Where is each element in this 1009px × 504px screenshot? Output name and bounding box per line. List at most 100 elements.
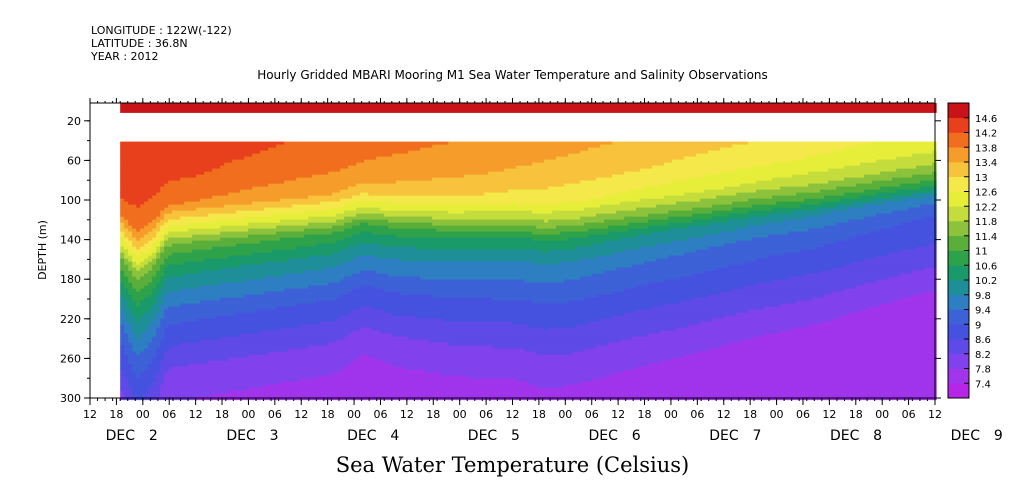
heat-cell [212, 358, 217, 362]
heat-cell [260, 163, 265, 167]
heat-cell [288, 214, 293, 218]
heat-cell [136, 235, 141, 239]
heat-cell [192, 211, 197, 215]
heat-cell [300, 349, 305, 353]
heat-cell [124, 190, 129, 194]
heat-cell [204, 352, 209, 356]
heat-cell [128, 346, 133, 350]
heat-cell [256, 352, 261, 356]
heat-cell [252, 187, 257, 191]
heat-cell [252, 349, 257, 353]
heat-cell [176, 361, 181, 365]
heat-cell [248, 343, 253, 347]
heat-cell [188, 247, 193, 251]
heat-cell [260, 265, 265, 269]
heat-cell [292, 265, 297, 269]
heat-cell [140, 376, 145, 380]
heat-cell [264, 202, 269, 206]
heat-cell [304, 175, 309, 179]
heat-cell [228, 352, 233, 356]
heat-cell [124, 289, 129, 293]
heat-cell [200, 172, 205, 176]
heat-cell [204, 265, 209, 269]
heat-cell [304, 145, 309, 149]
heat-cell [120, 145, 125, 149]
heat-cell [168, 220, 173, 224]
heat-cell [172, 265, 177, 269]
heat-cell [292, 328, 297, 332]
heat-cell [344, 166, 349, 170]
heat-cell [132, 358, 137, 362]
heat-cell [196, 265, 201, 269]
heat-cell [228, 298, 233, 302]
heat-cell [224, 226, 229, 230]
heat-cell [196, 220, 201, 224]
heat-cell [172, 232, 177, 236]
heat-cell [184, 307, 189, 311]
heat-cell [144, 247, 149, 251]
heat-cell [320, 283, 325, 287]
heat-cell [296, 172, 301, 176]
heat-cell [132, 184, 137, 188]
heat-cell [264, 256, 269, 259]
heat-cell [128, 394, 133, 398]
heat-cell [204, 148, 209, 152]
heat-cell [328, 391, 333, 395]
heat-cell [336, 313, 341, 317]
heat-cell [140, 208, 145, 212]
heat-cell [156, 148, 161, 152]
heat-cell [204, 373, 209, 377]
heat-cell [284, 256, 289, 259]
heat-cell [264, 388, 269, 392]
heat-cell [268, 241, 273, 245]
heat-cell [216, 103, 221, 113]
heat-cell [308, 346, 313, 350]
heat-cell [128, 301, 133, 305]
heat-cell [208, 103, 213, 113]
heat-cell [220, 361, 225, 365]
heat-cell [336, 178, 341, 182]
heat-cell [264, 235, 269, 239]
heat-cell [340, 142, 345, 146]
heat-cell [216, 241, 221, 245]
heat-cell [184, 151, 189, 155]
heat-cell [224, 145, 229, 149]
heat-cell [300, 190, 305, 194]
heat-cell [320, 220, 325, 224]
heat-cell [152, 376, 157, 380]
heat-cell [176, 208, 181, 212]
heat-cell [120, 229, 125, 233]
heat-cell [252, 280, 257, 284]
heat-cell [148, 154, 153, 158]
heat-cell [132, 148, 137, 152]
heat-cell [164, 148, 169, 152]
heat-cell [344, 364, 349, 368]
heat-cell [168, 217, 173, 221]
heat-cell [196, 190, 201, 194]
heat-cell [336, 193, 341, 197]
heat-cell [304, 148, 309, 152]
heat-cell [200, 376, 205, 380]
heat-cell [160, 160, 165, 164]
heat-cell [224, 160, 229, 164]
heat-cell [212, 172, 217, 176]
heat-cell [120, 196, 125, 200]
heat-cell [120, 214, 125, 218]
heat-cell [136, 301, 141, 305]
heat-cell [192, 178, 197, 182]
heat-cell [180, 319, 185, 323]
heat-cell [140, 205, 145, 209]
heat-cell [260, 271, 265, 275]
heat-cell [284, 253, 289, 256]
heat-cell [272, 289, 277, 293]
heat-cell [196, 379, 201, 383]
heat-cell [324, 394, 329, 398]
heat-cell [212, 298, 217, 302]
heat-cell [316, 205, 321, 209]
heat-cell [236, 331, 241, 335]
heat-cell [280, 172, 285, 176]
heat-cell [232, 325, 237, 329]
heat-cell [296, 349, 301, 353]
heat-cell [320, 286, 325, 290]
heat-cell [216, 145, 221, 149]
